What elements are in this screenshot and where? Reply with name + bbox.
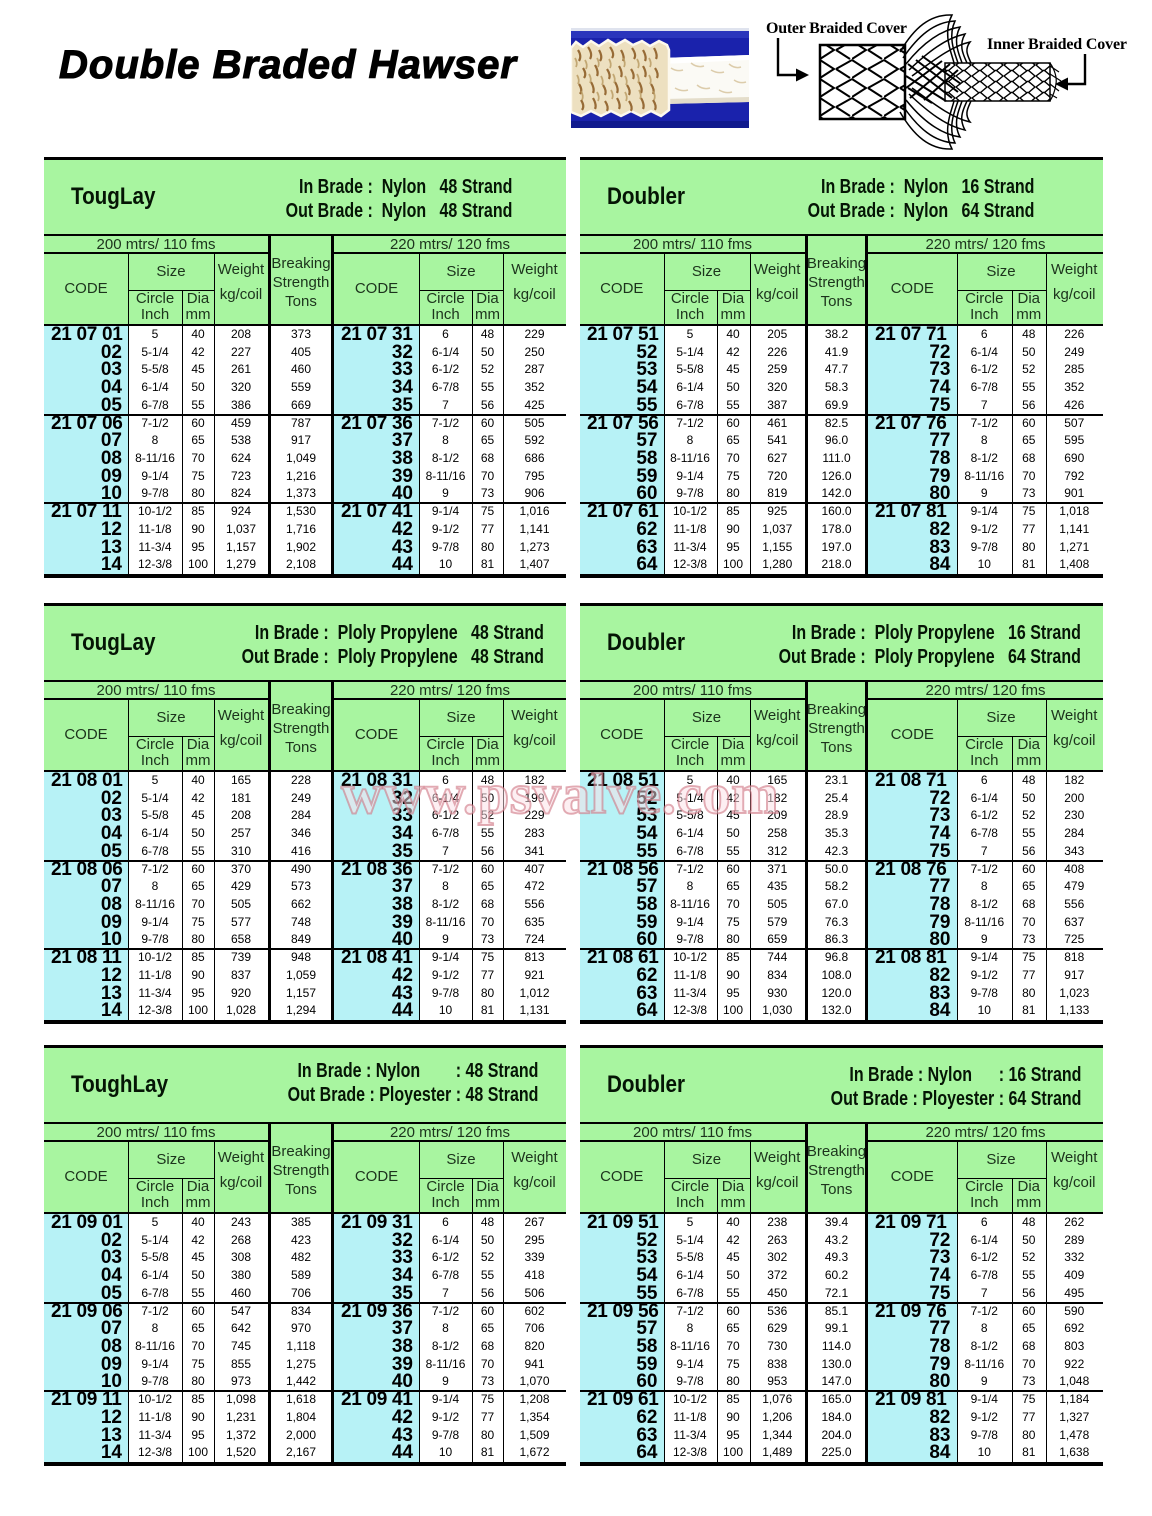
svg-text:Inner Braided Cover: Inner Braided Cover (987, 36, 1127, 53)
svg-text:Outer Braided Cover: Outer Braided Cover (766, 20, 907, 37)
